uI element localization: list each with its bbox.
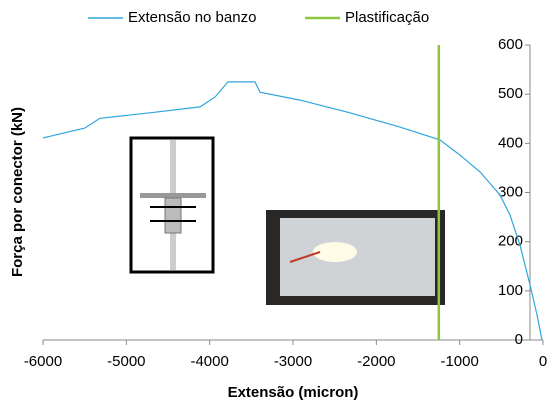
y-tick-label: 500 bbox=[498, 85, 523, 102]
legend-label: Extensão no banzo bbox=[128, 9, 256, 26]
x-tick-label: 0 bbox=[539, 353, 547, 370]
legend-label: Plastificação bbox=[345, 9, 429, 26]
x-tick-label: -6000 bbox=[24, 353, 62, 370]
x-tick-label: -3000 bbox=[274, 353, 312, 370]
series-line bbox=[42, 81, 543, 341]
y-tick-label: 100 bbox=[498, 282, 523, 299]
y-tick-label: 600 bbox=[498, 36, 523, 53]
x-tick-label: -2000 bbox=[357, 353, 395, 370]
x-tick-label: -4000 bbox=[190, 353, 228, 370]
inset-plate bbox=[140, 193, 206, 198]
inset-photo bbox=[266, 210, 445, 305]
photo-wire bbox=[289, 251, 321, 263]
y-tick-label: 400 bbox=[498, 134, 523, 151]
x-tick-label: -5000 bbox=[107, 353, 145, 370]
y-tick-label: 0 bbox=[515, 331, 523, 348]
photo-light bbox=[313, 242, 357, 262]
inset-stud bbox=[164, 197, 182, 234]
x-axis-title: Extensão (micron) bbox=[228, 384, 359, 401]
y-axis-title: Força por conector (kN) bbox=[9, 107, 26, 277]
y-tick-label: 300 bbox=[498, 183, 523, 200]
inset-schematic bbox=[129, 136, 215, 274]
x-tick-label: -1000 bbox=[440, 353, 478, 370]
